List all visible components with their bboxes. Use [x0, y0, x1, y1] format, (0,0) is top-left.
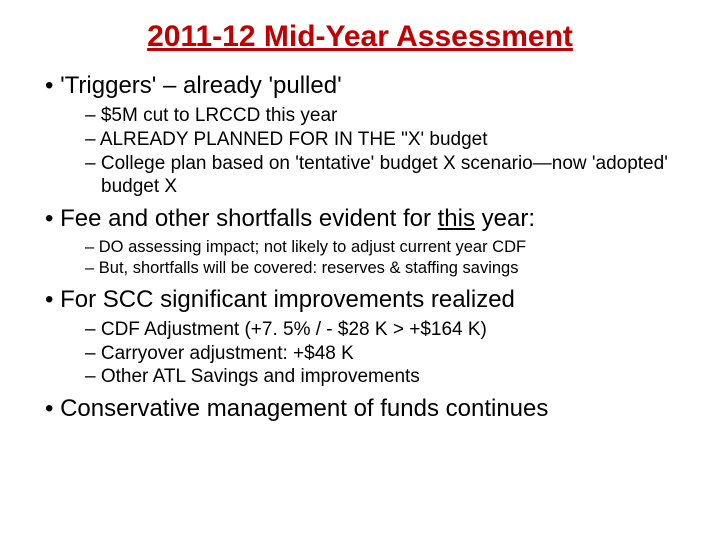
sub-bullet-carryover: Carryover adjustment: +$48 K: [85, 342, 685, 366]
bullet-scc-improvements: For SCC significant improvements realize…: [45, 286, 685, 314]
sub-bullet-cdf-adjustment: CDF Adjustment (+7. 5% / - $28 K > +$164…: [85, 318, 685, 342]
slide-title: 2011-12 Mid-Year Assessment: [35, 20, 685, 54]
sub-bullet-do-assessing: DO assessing impact; not likely to adjus…: [85, 237, 685, 258]
bullet-conservative-mgmt: Conservative management of funds continu…: [45, 395, 685, 423]
bullet-triggers: 'Triggers' – already 'pulled': [45, 72, 685, 100]
sub-bullet-college-plan: College plan based on 'tentative' budget…: [85, 152, 685, 200]
bullet-fee-shortfalls: Fee and other shortfalls evident for thi…: [45, 205, 685, 233]
sub-bullet-planned: ALREADY PLANNED FOR IN THE "X' budget: [85, 128, 685, 152]
sub-bullet-atl-savings: Other ATL Savings and improvements: [85, 365, 685, 389]
fee-text-underline: this: [438, 205, 475, 232]
fee-text-pre: Fee and other shortfalls evident for: [60, 205, 438, 232]
fee-text-post: year:: [475, 205, 535, 232]
sub-bullet-cut: $5M cut to LRCCD this year: [85, 104, 685, 128]
sub-bullet-shortfalls-covered: But, shortfalls will be covered: reserve…: [85, 258, 685, 279]
